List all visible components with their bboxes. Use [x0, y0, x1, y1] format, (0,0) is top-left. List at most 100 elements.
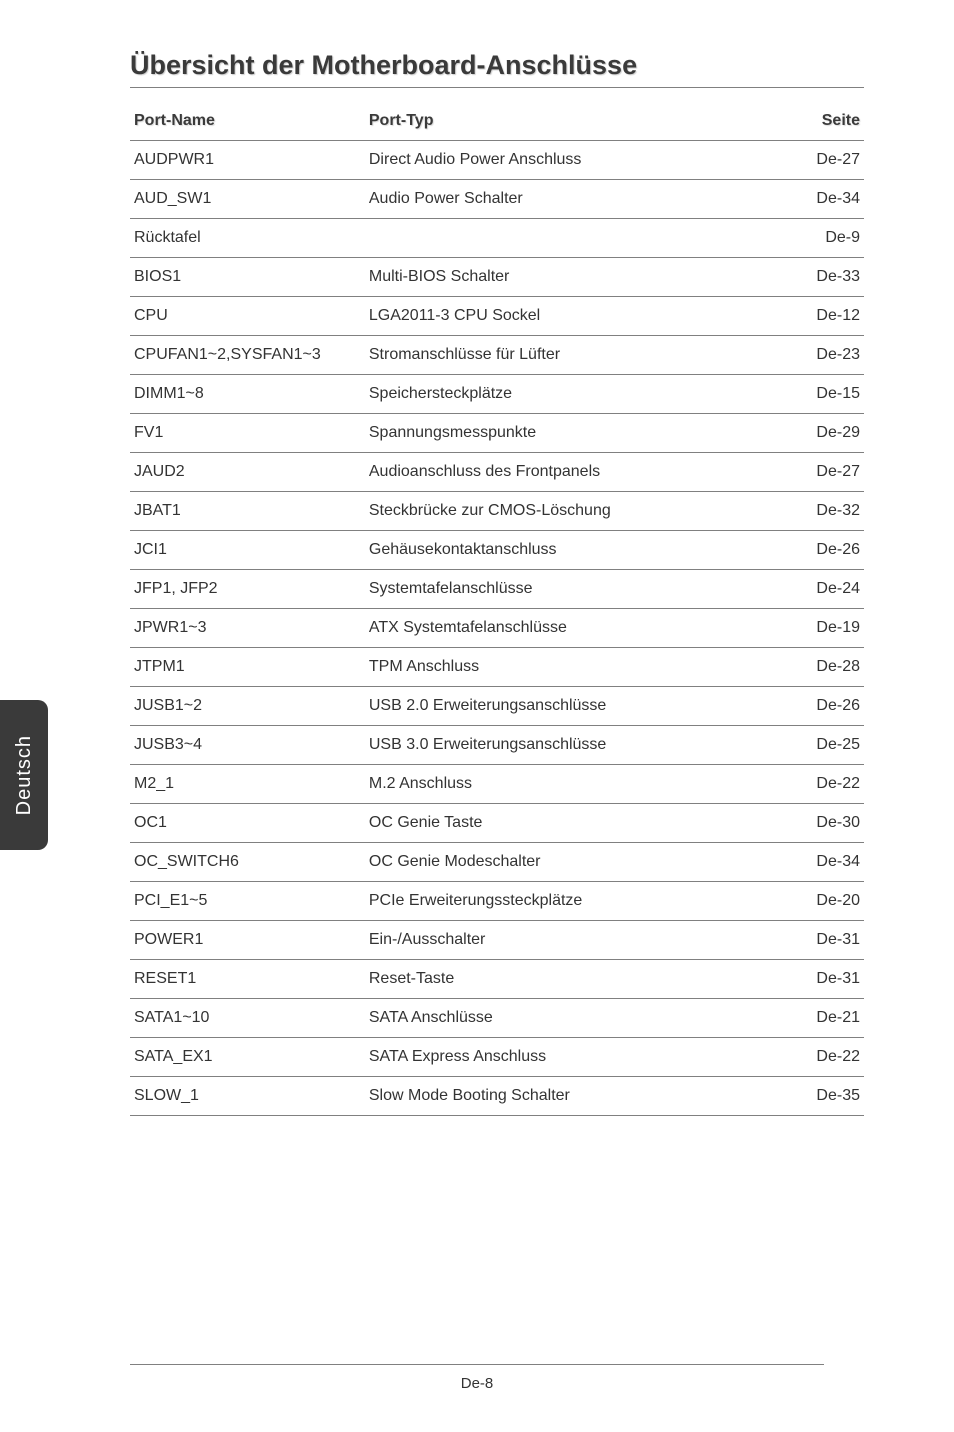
cell-port-typ: Speichersteckplätze: [365, 375, 776, 414]
cell-seite: De-26: [776, 531, 864, 570]
cell-seite: De-24: [776, 570, 864, 609]
table-row: SATA1~10SATA AnschlüsseDe-21: [130, 999, 864, 1038]
cell-port-name: CPU: [130, 297, 365, 336]
cell-port-typ: ATX Systemtafelanschlüsse: [365, 609, 776, 648]
cell-port-typ: Multi-BIOS Schalter: [365, 258, 776, 297]
page-footer: De-8: [0, 1364, 954, 1392]
cell-port-typ: SATA Express Anschluss: [365, 1038, 776, 1077]
cell-port-name: PCI_E1~5: [130, 882, 365, 921]
cell-seite: De-19: [776, 609, 864, 648]
table-row: CPULGA2011-3 CPU SockelDe-12: [130, 297, 864, 336]
side-language-label: Deutsch: [13, 735, 36, 815]
table-row: OC_SWITCH6OC Genie ModeschalterDe-34: [130, 843, 864, 882]
cell-seite: De-27: [776, 453, 864, 492]
cell-port-name: M2_1: [130, 765, 365, 804]
cell-port-typ: Systemtafelanschlüsse: [365, 570, 776, 609]
column-header-port-name: Port-Name: [130, 102, 365, 141]
cell-port-name: SATA1~10: [130, 999, 365, 1038]
cell-seite: De-12: [776, 297, 864, 336]
column-header-port-typ: Port-Typ: [365, 102, 776, 141]
cell-seite: De-23: [776, 336, 864, 375]
side-language-tab: Deutsch: [0, 700, 48, 850]
cell-seite: De-34: [776, 180, 864, 219]
cell-seite: De-26: [776, 687, 864, 726]
table-row: JBAT1Steckbrücke zur CMOS-LöschungDe-32: [130, 492, 864, 531]
cell-port-typ: Reset-Taste: [365, 960, 776, 999]
cell-port-name: OC1: [130, 804, 365, 843]
cell-port-typ: Stromanschlüsse für Lüfter: [365, 336, 776, 375]
table-row: JUSB3~4USB 3.0 ErweiterungsanschlüsseDe-…: [130, 726, 864, 765]
cell-port-typ: SATA Anschlüsse: [365, 999, 776, 1038]
cell-port-typ: PCIe Erweiterungssteckplätze: [365, 882, 776, 921]
table-row: OC1OC Genie TasteDe-30: [130, 804, 864, 843]
table-row: SATA_EX1SATA Express AnschlussDe-22: [130, 1038, 864, 1077]
page-content: Übersicht der Motherboard-Anschlüsse Por…: [0, 0, 954, 1116]
cell-seite: De-35: [776, 1077, 864, 1116]
table-row: POWER1Ein-/AusschalterDe-31: [130, 921, 864, 960]
cell-seite: De-15: [776, 375, 864, 414]
table-body: AUDPWR1Direct Audio Power AnschlussDe-27…: [130, 141, 864, 1116]
cell-seite: De-9: [776, 219, 864, 258]
table-row: RESET1Reset-TasteDe-31: [130, 960, 864, 999]
table-row: SLOW_1Slow Mode Booting SchalterDe-35: [130, 1077, 864, 1116]
cell-seite: De-31: [776, 960, 864, 999]
cell-port-name: JUSB1~2: [130, 687, 365, 726]
cell-port-name: RESET1: [130, 960, 365, 999]
cell-port-name: SLOW_1: [130, 1077, 365, 1116]
table-row: JFP1, JFP2SystemtafelanschlüsseDe-24: [130, 570, 864, 609]
cell-port-name: JFP1, JFP2: [130, 570, 365, 609]
cell-seite: De-25: [776, 726, 864, 765]
table-row: JUSB1~2USB 2.0 ErweiterungsanschlüsseDe-…: [130, 687, 864, 726]
cell-port-name: JTPM1: [130, 648, 365, 687]
cell-port-typ: Slow Mode Booting Schalter: [365, 1077, 776, 1116]
cell-seite: De-34: [776, 843, 864, 882]
cell-port-typ: Audio Power Schalter: [365, 180, 776, 219]
cell-port-name: JUSB3~4: [130, 726, 365, 765]
cell-port-name: AUDPWR1: [130, 141, 365, 180]
table-row: AUDPWR1Direct Audio Power AnschlussDe-27: [130, 141, 864, 180]
cell-port-typ: OC Genie Modeschalter: [365, 843, 776, 882]
cell-port-typ: Steckbrücke zur CMOS-Löschung: [365, 492, 776, 531]
cell-port-typ: Gehäusekontaktanschluss: [365, 531, 776, 570]
cell-seite: De-30: [776, 804, 864, 843]
cell-port-typ: USB 2.0 Erweiterungsanschlüsse: [365, 687, 776, 726]
page-number: De-8: [461, 1375, 494, 1392]
connectors-table: Port-Name Port-Typ Seite AUDPWR1Direct A…: [130, 102, 864, 1116]
cell-seite: De-21: [776, 999, 864, 1038]
footer-divider: [130, 1364, 824, 1365]
table-row: JTPM1TPM AnschlussDe-28: [130, 648, 864, 687]
cell-port-name: SATA_EX1: [130, 1038, 365, 1077]
cell-port-typ: USB 3.0 Erweiterungsanschlüsse: [365, 726, 776, 765]
cell-seite: De-22: [776, 1038, 864, 1077]
cell-seite: De-22: [776, 765, 864, 804]
cell-seite: De-20: [776, 882, 864, 921]
cell-port-typ: TPM Anschluss: [365, 648, 776, 687]
table-row: AUD_SW1Audio Power SchalterDe-34: [130, 180, 864, 219]
cell-port-typ: OC Genie Taste: [365, 804, 776, 843]
cell-port-typ: M.2 Anschluss: [365, 765, 776, 804]
table-header-row: Port-Name Port-Typ Seite: [130, 102, 864, 141]
cell-port-name: JBAT1: [130, 492, 365, 531]
cell-port-typ: Spannungsmesspunkte: [365, 414, 776, 453]
table-row: JCI1GehäusekontaktanschlussDe-26: [130, 531, 864, 570]
cell-port-name: Rücktafel: [130, 219, 365, 258]
cell-port-typ: LGA2011-3 CPU Sockel: [365, 297, 776, 336]
table-row: CPUFAN1~2,SYSFAN1~3Stromanschlüsse für L…: [130, 336, 864, 375]
cell-port-name: POWER1: [130, 921, 365, 960]
table-row: M2_1M.2 AnschlussDe-22: [130, 765, 864, 804]
cell-seite: De-33: [776, 258, 864, 297]
cell-port-name: JAUD2: [130, 453, 365, 492]
cell-port-name: JPWR1~3: [130, 609, 365, 648]
cell-port-name: AUD_SW1: [130, 180, 365, 219]
table-row: PCI_E1~5PCIe ErweiterungssteckplätzeDe-2…: [130, 882, 864, 921]
cell-seite: De-27: [776, 141, 864, 180]
column-header-seite: Seite: [776, 102, 864, 141]
cell-port-name: DIMM1~8: [130, 375, 365, 414]
cell-port-typ: Direct Audio Power Anschluss: [365, 141, 776, 180]
cell-port-name: FV1: [130, 414, 365, 453]
cell-seite: De-32: [776, 492, 864, 531]
cell-port-typ: Audioanschluss des Frontpanels: [365, 453, 776, 492]
cell-seite: De-29: [776, 414, 864, 453]
cell-port-name: JCI1: [130, 531, 365, 570]
table-row: Rücktafel De-9: [130, 219, 864, 258]
